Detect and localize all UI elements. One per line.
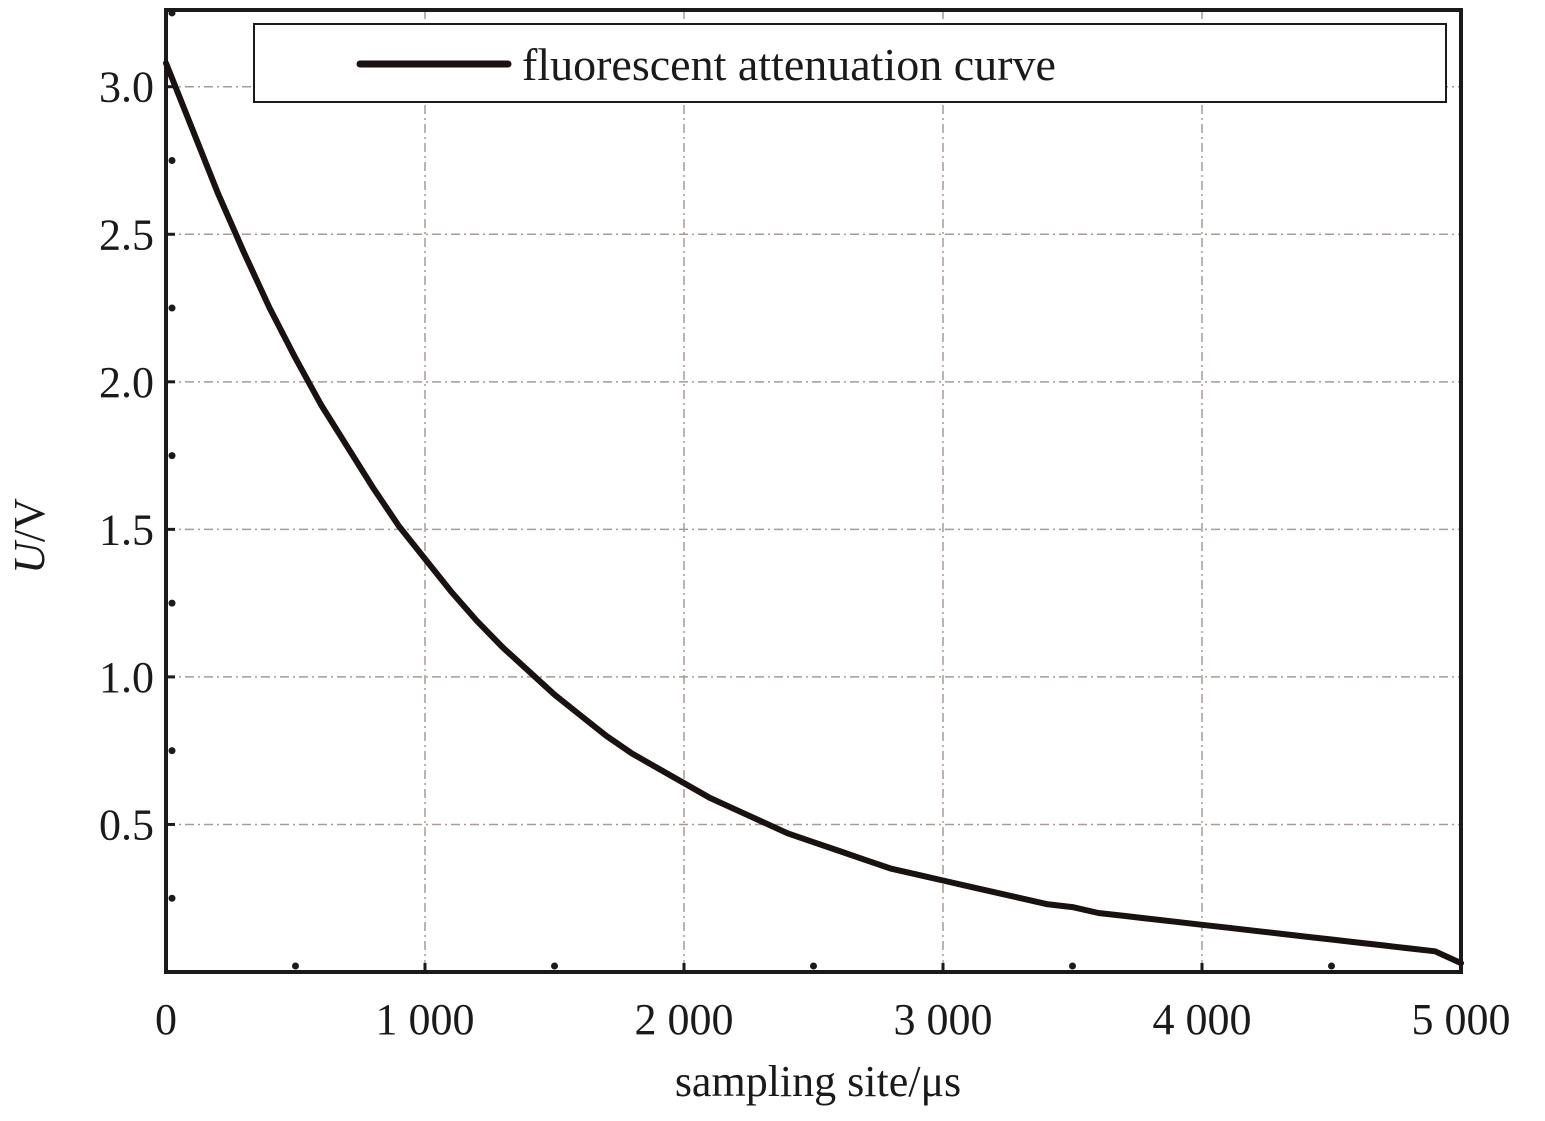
x-axis-ticks: 0 1 000 2 000 3 000 4 000 5 000 (155, 963, 1511, 1044)
legend: fluorescent attenuation curve (253, 23, 1447, 103)
plot-frame (164, 8, 1463, 974)
series-line-0 (163, 60, 1464, 967)
y-minor-tick-4 (168, 304, 176, 312)
y-minor-tick-1 (168, 747, 176, 755)
grid-lines (166, 10, 1461, 972)
x-minor-tick-2 (810, 962, 817, 970)
minor-tick-marks (168, 9, 1335, 970)
y-axis-label-unit: /V (5, 498, 54, 542)
legend-label: fluorescent attenuation curve (522, 39, 1056, 90)
x-tick-label-3: 3 000 (894, 995, 993, 1044)
y-tick-label-2: 1.5 (99, 505, 154, 554)
y-tick-label-5: 3.0 (99, 63, 154, 112)
y-minor-tick-2 (168, 599, 176, 607)
y-minor-tick-0 (168, 894, 176, 902)
x-minor-tick-3 (1069, 962, 1076, 970)
series-layer (163, 60, 1464, 967)
y-tick-label-4: 2.5 (99, 210, 154, 259)
x-tick-label-2: 2 000 (635, 995, 734, 1044)
y-minor-tick-5 (168, 156, 176, 164)
y-tick-label-1: 1.0 (99, 653, 154, 702)
y-axis-ticks: 0.5 1.0 1.5 2.0 2.5 3.0 (99, 63, 175, 849)
x-tick-label-1: 1 000 (376, 995, 475, 1044)
x-axis-label: sampling site/μs (675, 1057, 961, 1106)
x-tick-label-4: 4 000 (1153, 995, 1252, 1044)
y-tick-label-0: 0.5 (99, 800, 154, 849)
x-tick-label-0: 0 (155, 995, 177, 1044)
x-minor-tick-4 (1328, 962, 1335, 970)
y-axis-label-symbol: U (5, 539, 54, 574)
x-minor-tick-1 (551, 962, 558, 970)
y-tick-label-3: 2.0 (99, 358, 154, 407)
x-minor-tick-0 (292, 962, 299, 970)
y-minor-tick-3 (168, 452, 176, 460)
y-axis-label: U/V (5, 498, 54, 574)
x-tick-label-5: 5 000 (1412, 995, 1511, 1044)
